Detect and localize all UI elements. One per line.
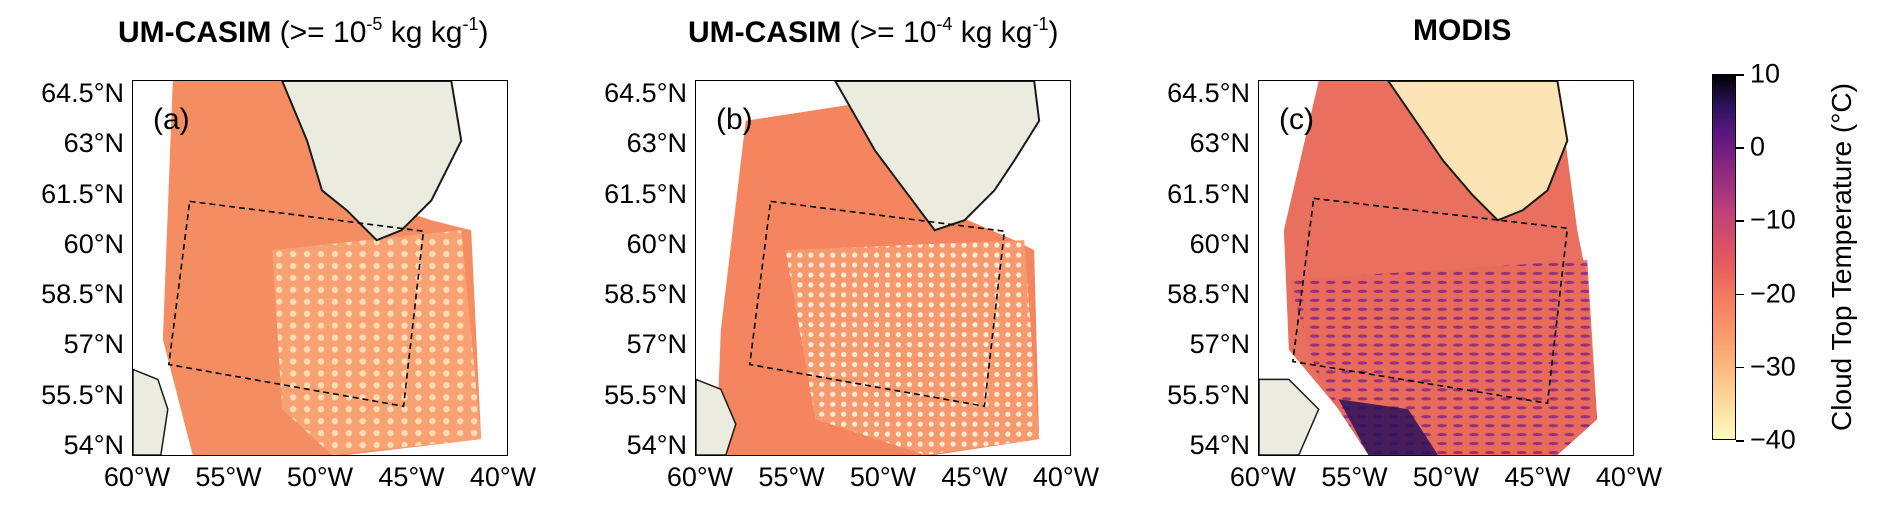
labrador-land-b: [696, 378, 737, 455]
lat-tick-label: 61.5°N: [604, 178, 687, 209]
cloud-cells-c: [1288, 260, 1598, 455]
colorbar-tick-label: −30: [1750, 351, 1796, 382]
lon-tick-label: 45°W: [1504, 462, 1571, 492]
greenland-land-c: [1387, 81, 1569, 222]
lat-tick-label: 55.5°N: [1167, 379, 1250, 410]
lon-tick-label: 40°W: [1595, 462, 1663, 492]
lon-tick-label: 60°W: [666, 462, 734, 492]
map-panel-c: (c): [1258, 80, 1634, 456]
lon-tick-label: 40°W: [469, 462, 537, 492]
lat-tick-label: 54°N: [1189, 430, 1250, 460]
lat-tick-label: 64.5°N: [41, 78, 124, 108]
panel-a-letter: (a): [153, 103, 190, 136]
panel-c-title: MODIS: [1413, 14, 1512, 47]
lat-tick-label: 54°N: [626, 430, 687, 460]
map-c-svg: [1259, 81, 1598, 455]
lat-tick-label: 55.5°N: [41, 379, 124, 410]
lat-tick-label: 58.5°N: [1167, 279, 1250, 310]
lat-tick-label: 58.5°N: [41, 279, 124, 310]
lat-tick-label: 64.5°N: [1167, 78, 1250, 108]
lon-tick-label: 50°W: [1412, 462, 1480, 492]
panel-b-title: UM-CASIM (>= 10-4 kg kg-1): [688, 14, 1059, 49]
colorbar-tick-label: 0: [1750, 131, 1766, 162]
analysis-box-b: [748, 200, 1006, 408]
lon-tick-label: 60°W: [103, 462, 171, 492]
map-a-svg: [133, 81, 482, 455]
colorbar-tick-mark: [1736, 74, 1744, 76]
colorbar-tick-mark: [1736, 366, 1744, 369]
panel-a-title: UM-CASIM (>= 10-5 kg kg-1): [118, 14, 489, 49]
labrador-land-c: [1259, 378, 1320, 455]
lat-tick-label: 54°N: [63, 430, 124, 460]
colorbar-title: Cloud Top Temperature (°C): [1826, 83, 1857, 431]
greenland-land-a: [281, 81, 463, 242]
lon-tick-label: 55°W: [195, 462, 262, 492]
colorbar-tick-label: −20: [1750, 278, 1796, 309]
lat-tick-label: 57°N: [63, 329, 124, 360]
map-b-svg: [696, 81, 1041, 455]
cloud-cells-a: [272, 230, 482, 455]
colorbar-tick-label: −40: [1750, 424, 1796, 455]
greenland-land-b: [834, 81, 1041, 232]
colorbar-tick-mark: [1736, 440, 1744, 442]
lon-tick-label: 50°W: [849, 462, 917, 492]
map-panel-a: (a): [132, 80, 508, 456]
cloud-cells-b: [785, 240, 1040, 455]
colorbar-tick-mark: [1736, 220, 1744, 222]
colorbar: [1712, 74, 1736, 440]
panel-b-letter: (b): [716, 103, 753, 136]
lat-tick-label: 64.5°N: [604, 78, 687, 108]
colorbar-tick-label: −10: [1750, 204, 1796, 235]
lat-tick-label: 63°N: [63, 128, 124, 159]
lon-tick-label: 60°W: [1229, 462, 1297, 492]
lat-tick-label: 61.5°N: [1167, 178, 1250, 209]
lon-tick-label: 50°W: [286, 462, 354, 492]
lat-tick-label: 61.5°N: [41, 178, 124, 209]
lon-tick-label: 55°W: [1321, 462, 1388, 492]
colorbar-tick-label: 10: [1750, 58, 1781, 89]
lon-tick-label: 45°W: [941, 462, 1008, 492]
lat-tick-label: 58.5°N: [604, 279, 687, 310]
lon-tick-label: 45°W: [378, 462, 445, 492]
lat-tick-label: 57°N: [626, 329, 687, 360]
lon-tick-label: 40°W: [1032, 462, 1100, 492]
lat-tick-label: 55.5°N: [604, 379, 687, 410]
lat-tick-label: 63°N: [626, 128, 687, 159]
analysis-box-a: [167, 200, 425, 408]
analysis-box-c: [1291, 197, 1569, 405]
lon-tick-label: 55°W: [758, 462, 825, 492]
labrador-land-a: [133, 368, 169, 455]
panel-c-letter: (c): [1279, 103, 1314, 136]
map-panel-b: (b): [695, 80, 1071, 456]
colorbar-tick-mark: [1736, 293, 1744, 296]
lat-tick-label: 63°N: [1189, 128, 1250, 159]
lat-tick-label: 60°N: [63, 228, 124, 259]
lat-tick-label: 57°N: [1189, 329, 1250, 360]
colorbar-tick-mark: [1736, 147, 1744, 149]
cold-cloud-c: [1338, 399, 1439, 455]
lat-tick-label: 60°N: [1189, 228, 1250, 259]
lat-tick-label: 60°N: [626, 228, 687, 259]
